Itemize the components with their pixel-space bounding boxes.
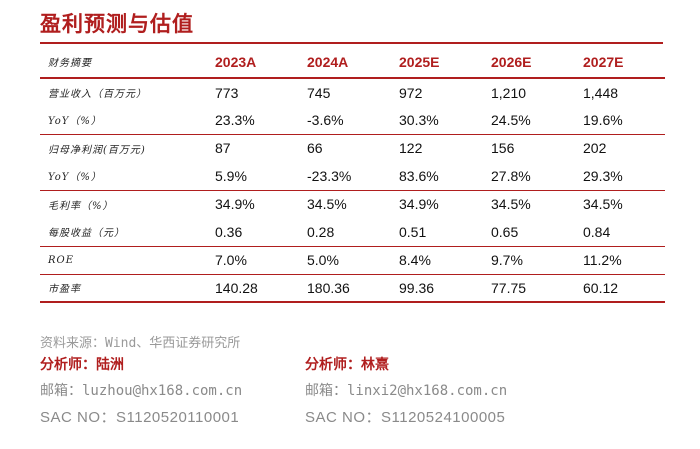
cell-value: 27.8% bbox=[491, 167, 531, 184]
cell-value: 34.5% bbox=[583, 196, 623, 213]
title-divider bbox=[40, 42, 663, 44]
section-title: 盈利预测与估值 bbox=[40, 12, 194, 36]
year-header: 2024A bbox=[307, 53, 349, 70]
cell-value: 180.36 bbox=[307, 279, 350, 296]
cell-value: 202 bbox=[583, 140, 607, 157]
year-header: 2025E bbox=[399, 53, 440, 70]
cell-value: 140.28 bbox=[215, 279, 258, 296]
analyst-block: 分析师：陆洲 邮箱：luzhou@hx168.com.cn SAC NO：S11… bbox=[40, 354, 242, 427]
row-label: 市盈率 bbox=[48, 284, 81, 296]
cell-value: 23.3% bbox=[215, 111, 255, 128]
cell-value: 156 bbox=[491, 140, 515, 157]
cell-value: 122 bbox=[399, 140, 423, 157]
row-label: YoY（%） bbox=[48, 172, 102, 184]
analyst-block: 分析师：林熹 邮箱：linxi2@hx168.com.cn SAC NO：S11… bbox=[305, 354, 507, 427]
cell-value: 5.9% bbox=[215, 167, 247, 184]
analyst-name: 分析师：林熹 bbox=[305, 357, 389, 373]
cell-value: 99.36 bbox=[399, 279, 435, 296]
cell-value: 5.0% bbox=[307, 252, 339, 268]
table-row: 归母净利润(百万元) 87 66 122 156 202 bbox=[40, 134, 665, 162]
cell-value: 34.5% bbox=[307, 196, 347, 213]
cell-value: 34.5% bbox=[491, 196, 531, 213]
analyst-sac-number: SAC NO：S1120524100005 bbox=[305, 409, 506, 426]
cell-value: -23.3% bbox=[307, 167, 352, 184]
header-label: 财务摘要 bbox=[48, 58, 92, 69]
analyst-name: 分析师：陆洲 bbox=[40, 357, 124, 373]
cell-value: 0.36 bbox=[215, 223, 243, 240]
table-row: 毛利率（%） 34.9% 34.5% 34.9% 34.5% 34.5% bbox=[40, 190, 665, 218]
cell-value: 0.28 bbox=[307, 223, 335, 240]
cell-value: 1,448 bbox=[583, 84, 619, 101]
row-label: 毛利率（%） bbox=[48, 200, 114, 212]
cell-value: 83.6% bbox=[399, 167, 439, 184]
analyst-email: 邮箱：luzhou@hx168.com.cn bbox=[40, 383, 243, 399]
year-header: 2023A bbox=[215, 53, 257, 70]
row-label: 归母净利润(百万元) bbox=[48, 144, 146, 156]
cell-value: 19.6% bbox=[583, 111, 623, 128]
cell-value: -3.6% bbox=[307, 111, 344, 128]
cell-value: 66 bbox=[307, 140, 323, 157]
cell-value: 77.75 bbox=[491, 279, 527, 296]
cell-value: 34.9% bbox=[399, 196, 439, 213]
table-row: 市盈率 140.28 180.36 99.36 77.75 60.12 bbox=[40, 274, 665, 302]
data-source-note: 资料来源：Wind、华西证券研究所 bbox=[40, 336, 241, 351]
year-header: 2026E bbox=[491, 53, 532, 70]
cell-value: 11.2% bbox=[583, 252, 622, 268]
cell-value: 87 bbox=[215, 140, 231, 157]
cell-value: 1,210 bbox=[491, 84, 527, 101]
table-header-row: 财务摘要 2023A 2024A 2025E 2026E 2027E bbox=[40, 46, 665, 78]
cell-value: 60.12 bbox=[583, 279, 619, 296]
table-row: YoY（%） 23.3% -3.6% 30.3% 24.5% 19.6% bbox=[40, 106, 665, 134]
year-header: 2027E bbox=[583, 53, 624, 70]
cell-value: 773 bbox=[215, 84, 239, 101]
cell-value: 9.7% bbox=[491, 252, 523, 268]
table-row: ROE 7.0% 5.0% 8.4% 9.7% 11.2% bbox=[40, 246, 665, 274]
cell-value: 34.9% bbox=[215, 196, 255, 213]
cell-value: 0.65 bbox=[491, 223, 519, 240]
cell-value: 24.5% bbox=[491, 111, 531, 128]
table-row: YoY（%） 5.9% -23.3% 83.6% 27.8% 29.3% bbox=[40, 162, 665, 190]
analyst-email: 邮箱：linxi2@hx168.com.cn bbox=[305, 383, 508, 399]
cell-value: 29.3% bbox=[583, 167, 623, 184]
cell-value: 7.0% bbox=[215, 252, 247, 268]
analyst-sac-number: SAC NO：S1120520110001 bbox=[40, 409, 240, 426]
row-label: 营业收入（百万元） bbox=[48, 89, 147, 100]
cell-value: 745 bbox=[307, 84, 331, 101]
financial-summary-table: 财务摘要 2023A 2024A 2025E 2026E 2027E 营业收入（… bbox=[40, 46, 665, 303]
cell-value: 972 bbox=[399, 84, 423, 101]
row-label: YoY（%） bbox=[48, 116, 102, 128]
cell-value: 30.3% bbox=[399, 111, 439, 128]
cell-value: 0.51 bbox=[399, 223, 427, 240]
table-row: 每股收益（元） 0.36 0.28 0.51 0.65 0.84 bbox=[40, 218, 665, 246]
table-row: 营业收入（百万元） 773 745 972 1,210 1,448 bbox=[40, 78, 665, 106]
cell-value: 8.4% bbox=[399, 252, 431, 268]
row-label: ROE bbox=[48, 254, 75, 266]
row-label: 每股收益（元） bbox=[48, 228, 125, 240]
cell-value: 0.84 bbox=[583, 223, 611, 240]
